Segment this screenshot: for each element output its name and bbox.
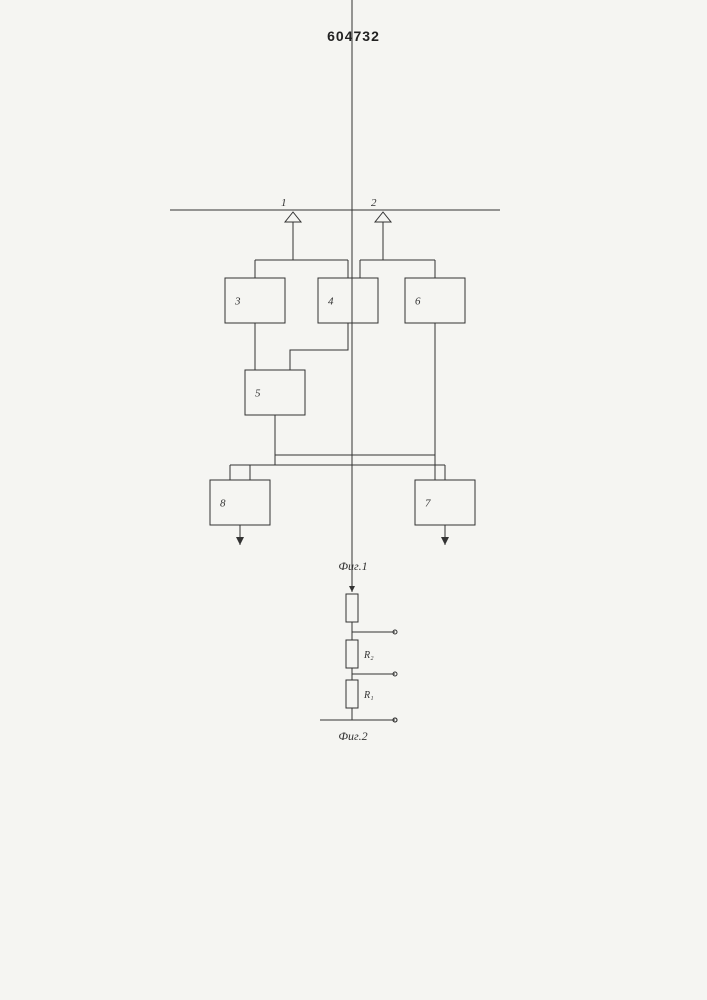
svg-text:R₂: R₂ bbox=[363, 650, 374, 661]
svg-text:1: 1 bbox=[281, 197, 287, 209]
fig2-caption: Фиг.2 bbox=[338, 729, 367, 743]
figure-canvas: 1 2 3 4 6 5 8 7 Фиг.1 R₂ R₁ Фиг.2 bbox=[0, 0, 707, 1000]
svg-text:3: 3 bbox=[234, 296, 241, 308]
svg-text:8: 8 bbox=[220, 498, 226, 510]
svg-text:7: 7 bbox=[425, 498, 431, 510]
svg-text:R₁: R₁ bbox=[363, 690, 374, 701]
svg-text:6: 6 bbox=[415, 296, 421, 308]
svg-text:2: 2 bbox=[371, 197, 377, 209]
fig1-caption: Фиг.1 bbox=[338, 559, 367, 573]
svg-text:5: 5 bbox=[255, 388, 261, 400]
fig2: R₂ R₁ Фиг.2 bbox=[320, 0, 397, 743]
fig1: 1 2 3 4 6 5 8 7 Фиг.1 bbox=[170, 197, 500, 573]
svg-text:4: 4 bbox=[328, 296, 334, 308]
